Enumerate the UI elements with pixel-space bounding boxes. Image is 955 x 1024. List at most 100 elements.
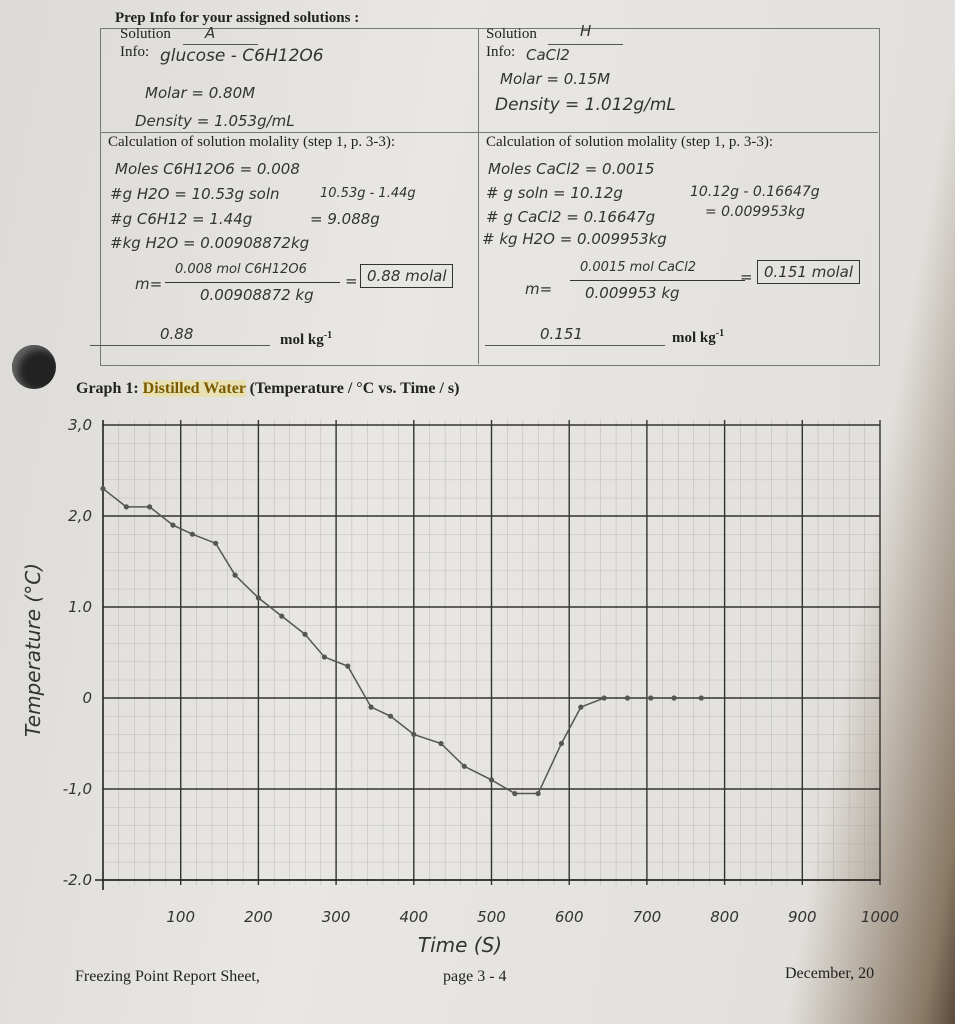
y-tick-label: -2.0 [63, 871, 92, 889]
underline [183, 44, 258, 45]
x-axis-label: Time (S) [418, 933, 502, 957]
data-point [321, 654, 328, 660]
x-tick-label: 400 [399, 908, 428, 926]
work: #g C6H12 = 1.44g [110, 210, 253, 228]
graph-highlight: Distilled Water [142, 380, 246, 397]
info-table [100, 28, 880, 366]
equals: = [345, 272, 358, 290]
unit: mol kg-1 [672, 328, 724, 347]
denominator: 0.009953 kg [585, 284, 680, 302]
underline [548, 44, 623, 45]
info-label: Info: [486, 44, 516, 60]
work: #kg H2O = 0.00908872kg [110, 234, 310, 252]
work: # g CaCl2 = 0.16647g [486, 208, 656, 226]
info: Density = 1.012g/mL [495, 95, 676, 115]
data-point [123, 504, 129, 510]
data-point [345, 663, 351, 669]
info: Density = 1.053g/mL [135, 112, 295, 130]
answer-line [90, 345, 270, 346]
x-tick-label: 100 [166, 908, 195, 926]
header-title: Prep Info for your assigned solutions : [115, 10, 360, 26]
data-point [255, 595, 261, 601]
numerator: 0.008 mol C6H12O6 [175, 262, 307, 277]
data-point [438, 740, 444, 747]
data-point [698, 695, 704, 701]
x-tick-label: 1000 [861, 908, 899, 926]
fraction-bar [570, 280, 745, 281]
unit: mol kg-1 [280, 330, 332, 349]
side-work: = 9.088g [310, 210, 380, 228]
data-point [387, 713, 394, 719]
data-point [213, 540, 219, 546]
info: Molar = 0.15M [500, 70, 611, 88]
formula-lhs: m= [525, 280, 553, 298]
unit-text: mol kg [672, 330, 716, 346]
data-point [671, 695, 677, 701]
side-work: = 0.009953kg [705, 204, 805, 220]
calc-title: Calculation of solution molality (step 1… [108, 134, 396, 150]
data-point [558, 740, 565, 747]
data-point [578, 704, 584, 710]
solution-label: Solution [120, 26, 171, 42]
unit-text: mol kg [280, 332, 324, 348]
divider [100, 132, 878, 133]
footer-right: December, 20 [785, 965, 875, 982]
side-work: 10.12g - 0.16647g [690, 184, 820, 200]
x-tick-label: 300 [322, 908, 351, 926]
data-point [279, 613, 285, 619]
y-tick-label: 3,0 [68, 416, 92, 434]
result: 0.88 molal [360, 264, 454, 288]
side-work: 10.53g - 1.44g [320, 186, 416, 201]
data-point [601, 695, 607, 701]
solution-id: H [580, 22, 592, 40]
data-point [411, 731, 417, 738]
x-tick-label: 700 [633, 908, 662, 926]
info: Molar = 0.80M [145, 84, 256, 102]
x-tick-label: 600 [555, 908, 584, 926]
graph-suffix: (Temperature / °C vs. Time / s) [245, 380, 460, 397]
result: 0.151 molal [757, 260, 861, 284]
fraction-bar [165, 282, 340, 283]
data-point [189, 531, 195, 537]
data-point [512, 790, 518, 797]
data-point [535, 790, 541, 797]
footer-left: Freezing Point Report Sheet, [75, 968, 260, 985]
info: glucose - C6H12O6 [160, 46, 324, 66]
formula-lhs: m= [135, 275, 163, 293]
y-tick-label: 0 [82, 689, 92, 707]
x-tick-label: 500 [477, 908, 506, 926]
data-point [488, 777, 495, 783]
work: Moles C6H12O6 = 0.008 [115, 160, 300, 178]
work: Moles CaCl2 = 0.0015 [488, 160, 655, 178]
data-point [100, 486, 106, 492]
unit-exp: -1 [323, 330, 333, 341]
footer-center: page 3 - 4 [443, 968, 507, 985]
y-axis-label: Temperature (°C) [21, 563, 45, 737]
equals: = [740, 268, 753, 286]
data-point [147, 504, 153, 510]
x-tick-label: 200 [244, 908, 273, 926]
y-tick-label: -1,0 [63, 780, 92, 798]
data-point [368, 704, 374, 710]
info-label: Info: [120, 44, 150, 60]
info: CaCl2 [526, 46, 570, 64]
data-point [461, 763, 467, 769]
graph-prefix: Graph 1: [76, 380, 143, 397]
denominator: 0.00908872 kg [200, 286, 314, 304]
work: #g H2O = 10.53g soln [110, 185, 280, 203]
data-point [232, 572, 238, 578]
unit-exp: -1 [715, 328, 725, 339]
solution-label: Solution [486, 26, 537, 42]
calc-title: Calculation of solution molality (step 1… [486, 134, 774, 150]
answer: 0.151 [540, 325, 583, 343]
numerator: 0.0015 mol CaCl2 [580, 260, 696, 275]
data-point [170, 522, 176, 528]
answer: 0.88 [160, 325, 194, 343]
work: # g soln = 10.12g [486, 184, 623, 202]
y-tick-label: 2,0 [68, 507, 92, 525]
solution-id: A [205, 24, 216, 42]
divider [478, 28, 479, 364]
x-tick-label: 800 [710, 908, 739, 926]
